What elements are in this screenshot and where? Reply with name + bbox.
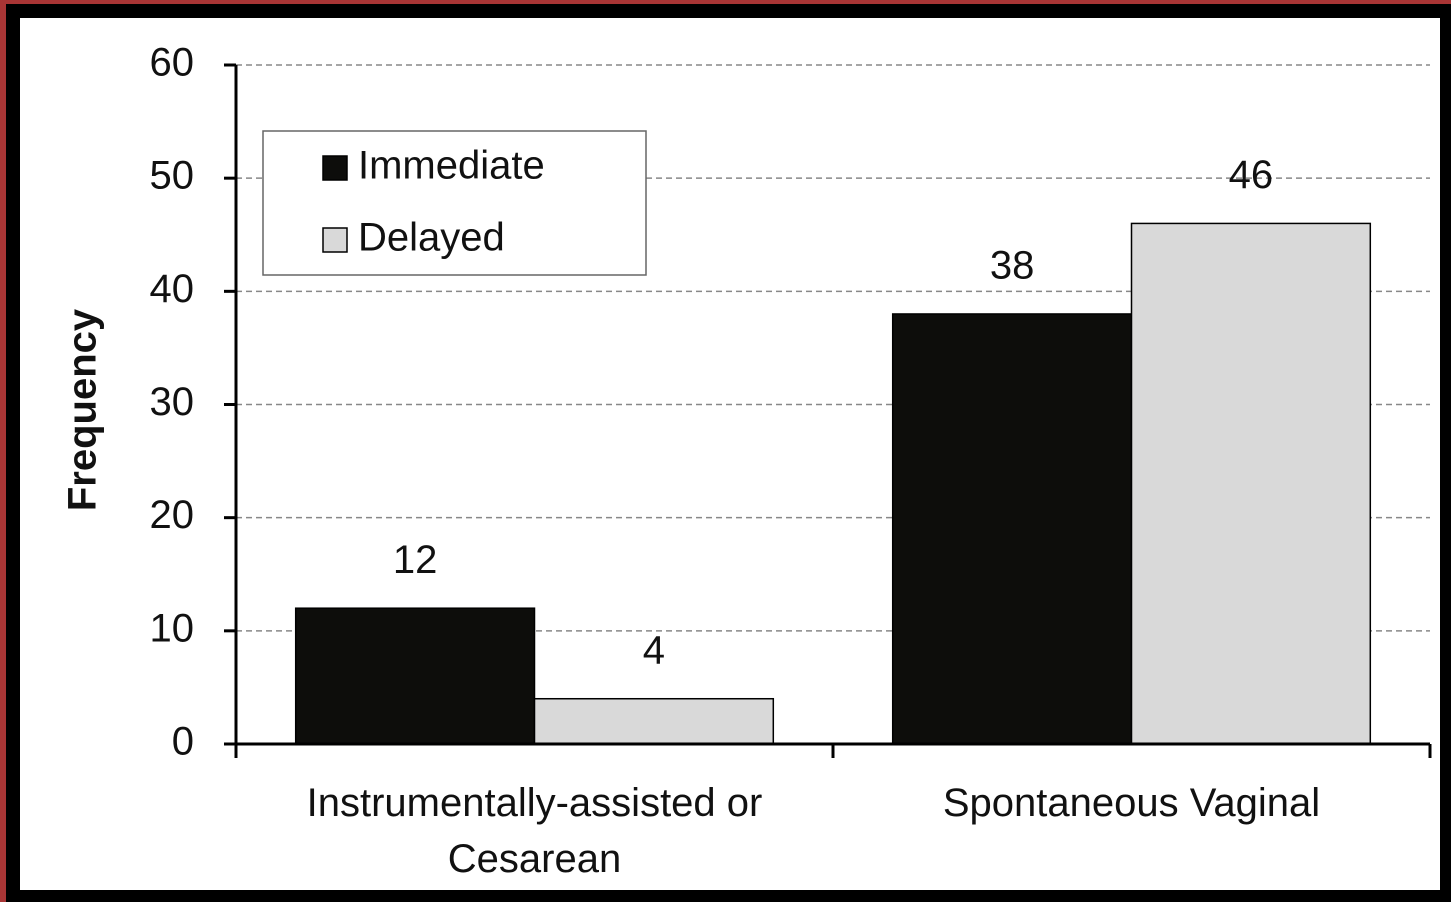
bar <box>533 697 775 745</box>
y-tick-label: 20 <box>150 493 195 537</box>
legend-label: Immediate <box>358 144 545 188</box>
y-tick-label: 50 <box>150 154 195 198</box>
legend-swatch <box>322 155 348 181</box>
y-tick-label: 60 <box>150 41 195 85</box>
value-label: 4 <box>643 628 665 672</box>
legend-swatch <box>322 227 348 253</box>
value-label: 46 <box>1229 153 1274 197</box>
y-axis-label: Frequency <box>61 308 105 511</box>
y-tick-label: 0 <box>172 720 194 764</box>
bar <box>294 607 536 745</box>
bar <box>891 313 1133 745</box>
x-tick-label: Spontaneous Vaginal <box>942 781 1321 825</box>
x-tick-label: Instrumentally-assisted or Cesarean <box>306 781 763 881</box>
value-label: 12 <box>393 538 438 582</box>
y-tick-label: 10 <box>150 606 195 650</box>
y-tick-label: 40 <box>150 267 195 311</box>
y-tick-label: 30 <box>150 380 195 424</box>
value-label: 38 <box>990 244 1035 288</box>
legend-label: Delayed <box>358 216 505 260</box>
bar <box>1130 222 1372 745</box>
